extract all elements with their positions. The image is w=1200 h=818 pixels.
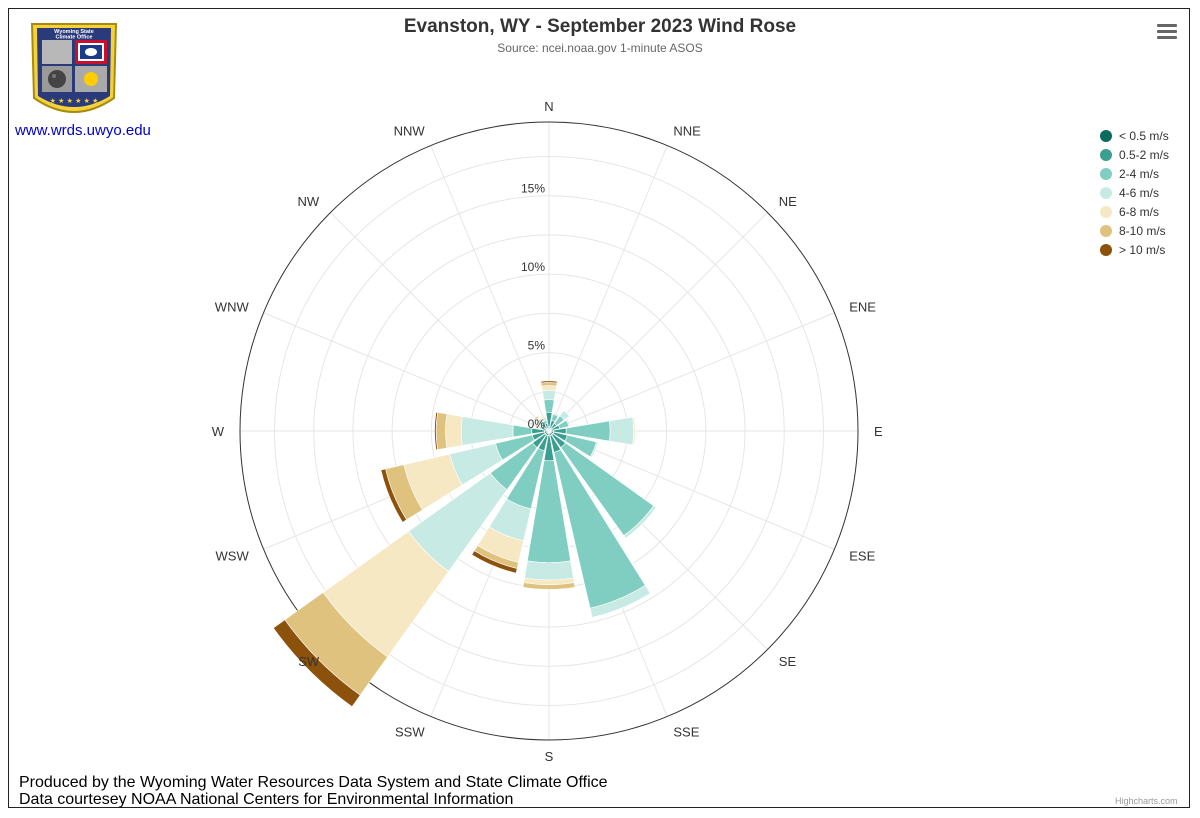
direction-label-s: S	[545, 749, 554, 764]
axis-labels: 0% 5% 10% 15% N NNE NE ENE E ESE SE SSE S SSW SW WSW W WN…	[212, 99, 883, 764]
footer-line2: Data courtesey NOAA National Centers for…	[19, 791, 514, 808]
bar-ne-4-6-m-s[interactable]	[559, 410, 570, 421]
bar-s-8-10-m-s[interactable]	[522, 582, 576, 590]
grid-spoke	[330, 212, 550, 432]
bar-n--10-m-s[interactable]	[540, 380, 558, 384]
direction-label-sw: SW	[298, 654, 320, 669]
logo-text-line1: Wyoming State	[54, 29, 94, 35]
bar-nw-8-10-m-s[interactable]	[533, 415, 540, 422]
footer-credits: Produced by the Wyoming Water Resources …	[19, 774, 608, 808]
y-tick-label: 5%	[528, 339, 546, 353]
bar-nnw-6-8-m-s[interactable]	[540, 415, 547, 420]
bar-se-4-6-m-s[interactable]	[623, 505, 657, 539]
legend-marker	[1100, 224, 1112, 237]
legend-item[interactable]: 6-8 m/s	[1100, 202, 1169, 221]
logo-text-line2: Climate Office	[56, 35, 93, 41]
legend-label: < 0.5 m/s	[1119, 128, 1169, 143]
wrds-website-link[interactable]: www.wrds.uwyo.edu	[15, 122, 151, 139]
direction-label-e: E	[874, 424, 883, 439]
bar-e-6-8-m-s[interactable]	[632, 416, 636, 446]
svg-text:★ ★ ★ ★ ★ ★: ★ ★ ★ ★ ★ ★	[50, 97, 99, 105]
direction-label-ssw: SSW	[395, 724, 425, 739]
legend-label: 8-10 m/s	[1119, 223, 1166, 238]
y-tick-label: 0%	[528, 417, 546, 431]
direction-label-ene: ENE	[849, 300, 876, 315]
direction-label-se: SE	[779, 654, 797, 669]
grid-spoke	[548, 145, 668, 432]
legend-item[interactable]: 4-6 m/s	[1100, 183, 1169, 202]
y-tick-label: 15%	[521, 182, 545, 196]
wind-rose-bars	[272, 380, 657, 708]
bar-ese-4-6-m-s[interactable]	[589, 441, 599, 458]
hamburger-menu-icon[interactable]	[1157, 24, 1177, 42]
grid-spoke	[548, 430, 835, 550]
legend-item[interactable]: > 10 m/s	[1100, 240, 1169, 259]
legend-marker	[1100, 167, 1112, 180]
direction-label-nne: NNE	[673, 124, 701, 139]
bar-n-6-8-m-s[interactable]	[541, 385, 557, 392]
bar-sw--10-m-s[interactable]	[272, 619, 361, 708]
legend-label: 6-8 m/s	[1119, 204, 1160, 219]
bar-n-2-4-m-s[interactable]	[543, 399, 555, 413]
bar-ene-4-6-m-s[interactable]	[565, 418, 571, 427]
bar-w--10-m-s[interactable]	[434, 411, 438, 451]
legend-marker	[1100, 148, 1112, 161]
bar-sse-4-6-m-s[interactable]	[589, 584, 651, 618]
legend-item[interactable]: 2-4 m/s	[1100, 164, 1169, 183]
grid-spoke	[430, 145, 550, 432]
direction-label-nnw: NNW	[394, 124, 426, 139]
bar-n-4-6-m-s[interactable]	[541, 389, 557, 401]
bar-s-4-6-m-s[interactable]	[524, 560, 574, 581]
direction-label-n: N	[544, 99, 553, 114]
legend-label: > 10 m/s	[1119, 242, 1166, 257]
bar-w-6-8-m-s[interactable]	[445, 413, 463, 449]
legend-label: 0.5-2 m/s	[1119, 147, 1170, 162]
bar-e-4-6-m-s[interactable]	[608, 416, 635, 446]
legend-item[interactable]: 0.5-2 m/s	[1100, 145, 1169, 164]
direction-label-wsw: WSW	[216, 548, 250, 563]
direction-label-w: W	[212, 424, 225, 439]
highcharts-credit[interactable]: Highcharts.com	[1115, 796, 1178, 806]
chart-frame	[8, 8, 1190, 808]
grid-spoke	[548, 312, 835, 432]
outer-circle	[239, 121, 859, 741]
bar-wnw-8-10-m-s[interactable]	[534, 423, 539, 429]
grid-spoke	[548, 212, 768, 432]
y-tick-label: 10%	[521, 260, 545, 274]
bar-ssw--10-m-s[interactable]	[471, 550, 518, 574]
legend-item[interactable]: 8-10 m/s	[1100, 221, 1169, 240]
legend-label: 2-4 m/s	[1119, 166, 1160, 181]
legend-label: 4-6 m/s	[1119, 185, 1160, 200]
legend-marker	[1100, 205, 1112, 218]
direction-label-nw: NW	[298, 194, 320, 209]
direction-label-wnw: WNW	[215, 300, 250, 315]
wyoming-state-climate-office-logo: ★ ★ ★ ★ ★ ★ Wyoming State Climate Office	[30, 23, 118, 113]
grid-spoke	[263, 312, 550, 432]
legend-item[interactable]: < 0.5 m/s	[1100, 126, 1169, 145]
legend-marker	[1100, 243, 1112, 256]
legend-marker	[1100, 186, 1112, 199]
direction-label-sse: SSE	[673, 724, 699, 739]
legend: < 0.5 m/s 0.5-2 m/s 2-4 m/s 4-6 m/s 6-8 m/s 8…	[1100, 126, 1169, 259]
legend-marker	[1100, 129, 1112, 142]
footer-line1: Produced by the Wyoming Water Resources …	[19, 774, 608, 791]
direction-label-ne: NE	[779, 194, 797, 209]
bar-wsw--10-m-s[interactable]	[380, 468, 408, 523]
bar-nne-4-6-m-s[interactable]	[552, 412, 560, 417]
bar-w-8-10-m-s[interactable]	[435, 412, 448, 450]
chart-subtitle: Source: ncei.noaa.gov 1-minute ASOS	[497, 41, 703, 55]
direction-label-ese: ESE	[849, 548, 875, 563]
chart-title: Evanston, WY - September 2023 Wind Rose	[403, 16, 797, 37]
